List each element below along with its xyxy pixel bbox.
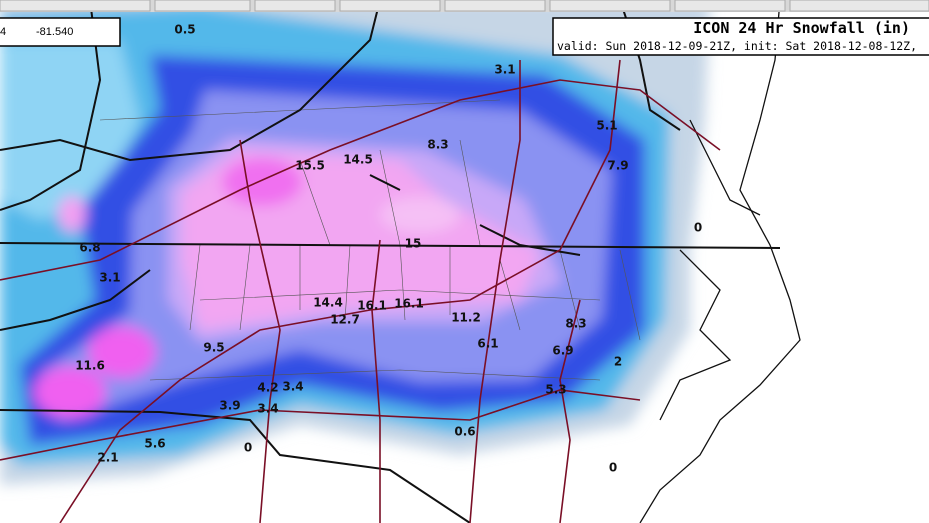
coordinate-box: 4 -81.540 bbox=[0, 17, 121, 47]
tab[interactable] bbox=[154, 0, 251, 12]
snowfall-amount: 9.5 bbox=[203, 341, 224, 355]
snowfall-amount: 2.1 bbox=[97, 451, 118, 465]
snowfall-amount: 11.6 bbox=[75, 359, 105, 373]
snowfall-shading bbox=[0, 0, 710, 485]
tab[interactable] bbox=[339, 0, 441, 12]
map-title: ICON 24 Hr Snowfall (in) bbox=[693, 19, 910, 37]
snowfall-amount: 3.4 bbox=[257, 402, 278, 416]
snowfall-amount: 5.3 bbox=[545, 383, 566, 397]
county-lines bbox=[99, 99, 641, 381]
snowfall-amount: 5.6 bbox=[144, 437, 165, 451]
snowfall-amount: 2 bbox=[614, 355, 622, 369]
snowfall-amount: 0 bbox=[694, 221, 702, 235]
tab[interactable] bbox=[549, 0, 671, 12]
snowfall-amount: 14.4 bbox=[313, 296, 343, 310]
snowfall-amount: 3.9 bbox=[219, 399, 240, 413]
snowfall-amount: 0.6 bbox=[454, 425, 475, 439]
tab[interactable] bbox=[0, 0, 151, 12]
snowfall-amount: 6.1 bbox=[477, 337, 498, 351]
header: ICON 24 Hr Snowfall (in) valid: Sun 2018… bbox=[552, 17, 929, 56]
snowfall-labels: 0.5 3.1 8.3 5.1 15.5 14.5 7.9 0 15 6.8 3.1 14.4 16.1… bbox=[75, 23, 702, 475]
snowfall-amount: 14.5 bbox=[343, 153, 373, 167]
state-borders bbox=[0, 0, 781, 523]
highways bbox=[0, 59, 721, 523]
coastline bbox=[639, 0, 801, 523]
snowfall-amount: 16.1 bbox=[394, 297, 424, 311]
coordinate-panel bbox=[0, 17, 121, 47]
snowfall-amount: 8.3 bbox=[427, 138, 448, 152]
snowfall-amount: 3.1 bbox=[99, 271, 120, 285]
snowfall-amount: 15.5 bbox=[295, 159, 325, 173]
snowfall-amount: 15 bbox=[405, 237, 422, 251]
snowfall-amount: 16.1 bbox=[357, 299, 387, 313]
map-subtitle: valid: Sun 2018-12-09-21Z, init: Sat 201… bbox=[557, 39, 917, 53]
top-tabs bbox=[0, 0, 929, 12]
snowfall-amount: 0 bbox=[244, 441, 252, 455]
tab[interactable] bbox=[254, 0, 336, 12]
snowfall-amount: 11.2 bbox=[451, 311, 481, 325]
tab[interactable] bbox=[674, 0, 786, 12]
snowfall-amount: 3.1 bbox=[494, 63, 515, 77]
longitude: -81.540 bbox=[36, 26, 73, 38]
snowfall-amount: 0.5 bbox=[174, 23, 195, 37]
snowfall-amount: 7.9 bbox=[607, 159, 628, 173]
snowfall-amount: 6.9 bbox=[552, 344, 573, 358]
snowfall-amount: 12.7 bbox=[330, 313, 360, 327]
snowfall-amount: 4.2 bbox=[257, 381, 278, 395]
latitude: 4 bbox=[0, 26, 6, 38]
header-panel bbox=[552, 17, 929, 56]
snowfall-amount: 8.3 bbox=[565, 317, 586, 331]
tab[interactable] bbox=[789, 0, 929, 12]
snowfall-amount: 5.1 bbox=[596, 119, 617, 133]
tab[interactable] bbox=[444, 0, 546, 12]
snowfall-amount: 0 bbox=[609, 461, 617, 475]
snowfall-amount: 6.8 bbox=[79, 241, 100, 255]
snowfall-amount: 3.4 bbox=[282, 380, 303, 394]
